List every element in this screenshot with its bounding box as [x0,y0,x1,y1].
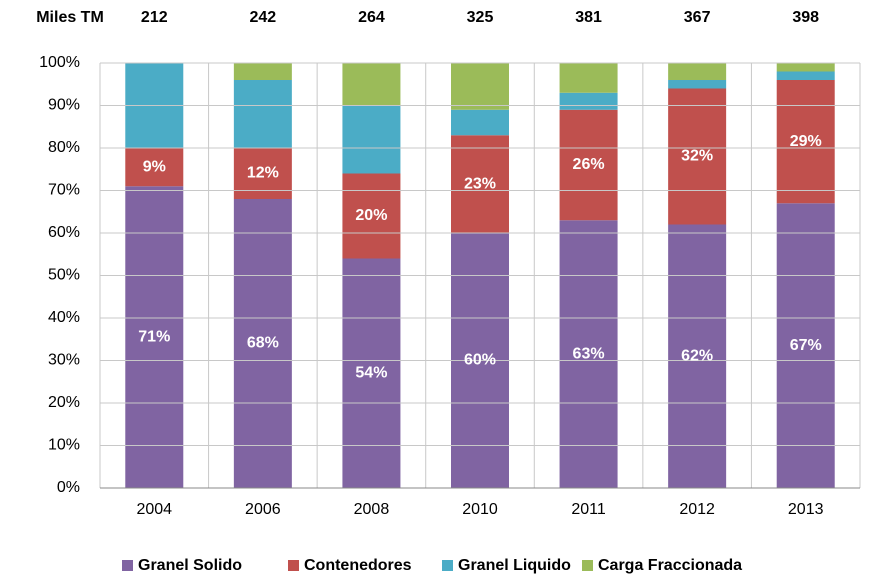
data-label: 20% [355,207,387,224]
bar-segment [559,109,618,221]
legend-label: Granel Liquido [458,557,571,574]
total-label: 398 [792,9,819,26]
x-tick-label: 2006 [245,501,281,518]
bar-segment [451,109,509,136]
y-tick-label: 100% [39,54,80,71]
legend-label: Carga Fraccionada [598,557,742,574]
bars [125,63,835,488]
bar-segment [342,173,401,259]
bar-segment [233,63,292,80]
legend-swatch [442,560,453,571]
y-tick-label: 10% [48,437,80,454]
bar-segment [668,88,727,225]
bar-segment [668,80,727,89]
y-tick-label: 40% [48,309,80,326]
x-tick-label: 2011 [571,501,606,518]
bar-segment [233,80,292,148]
data-label: 62% [681,347,713,364]
y-tick-label: 80% [48,139,80,156]
data-label: 63% [573,345,605,362]
data-label: 29% [790,133,822,150]
data-label: 60% [464,352,496,369]
data-label: 68% [247,335,279,352]
data-label: 12% [247,165,279,182]
legend-label: Contenedores [304,557,412,574]
bar-segment [668,63,727,80]
total-label: 381 [575,9,602,26]
legend-swatch [582,560,593,571]
data-label: 23% [464,175,496,192]
y-tick-label: 20% [48,394,80,411]
legend-swatch [288,560,299,571]
bar-segment [776,71,835,80]
data-label: 54% [355,364,387,381]
data-label: 26% [573,156,605,173]
y-tick-label: 0% [57,479,80,496]
bar-segment [559,220,618,488]
bar-segment [342,105,401,174]
bar-segment [342,258,401,488]
x-tick-label: 2008 [354,501,390,518]
data-label: 32% [681,148,713,165]
y-tick-label: 50% [48,267,80,284]
data-label: 9% [143,158,166,175]
bar-segment [451,63,509,110]
bar-segment [125,148,184,187]
y-tick-label: 60% [48,224,80,241]
bar-segment [668,224,727,488]
bar-segment [342,63,401,106]
y-tick-label: 70% [48,182,80,199]
y-tick-label: 90% [48,97,80,114]
legend-label: Granel Solido [138,557,242,574]
totals-label: Miles TM [36,9,104,26]
bar-segment [233,199,292,488]
bar-segment [559,92,618,110]
legend-swatch [122,560,133,571]
data-label: 67% [790,337,822,354]
x-tick-label: 2013 [788,501,824,518]
total-label: 212 [141,9,168,26]
total-label: 367 [684,9,711,26]
bar-segment [559,63,618,93]
data-label: 71% [138,328,170,345]
total-label: 242 [250,9,277,26]
bar-segment [451,135,509,233]
bar-segment [776,63,835,72]
bar-segment [125,186,184,488]
x-tick-label: 2012 [679,501,715,518]
bar-segment [776,80,835,204]
x-tick-label: 2004 [136,501,172,518]
total-label: 264 [358,9,385,26]
total-label: 325 [467,9,494,26]
bar-segment [776,203,835,488]
x-tick-label: 2010 [462,501,498,518]
y-tick-label: 30% [48,352,80,369]
